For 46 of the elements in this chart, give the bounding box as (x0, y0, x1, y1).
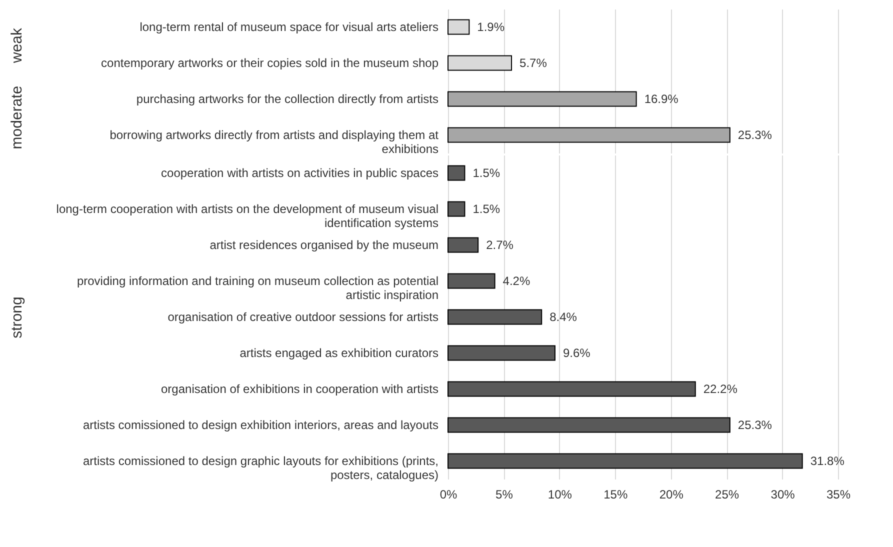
x-tick-label: 35% (826, 488, 851, 502)
x-tick-label: 25% (715, 488, 740, 502)
x-tick-label: 20% (659, 488, 684, 502)
bar (448, 345, 556, 361)
data-label: 5.7% (520, 56, 548, 70)
y-tick-label: organisation of exhibitions in cooperation with artists (161, 382, 438, 396)
bar (448, 417, 730, 433)
data-label: 9.6% (562, 346, 591, 360)
bar (448, 309, 542, 325)
data-label: 25.3% (738, 418, 772, 432)
y-tick-label: artists comissioned to design exhibition interiors, areas and layouts (82, 418, 438, 432)
bar (448, 165, 466, 181)
y-axis-title: moderate (8, 86, 26, 150)
y-tick-label: providing information and training on museum collection as potential artistic inspiration (76, 274, 438, 302)
data-label: 1.5% (472, 166, 500, 180)
y-tick-label: organisation of creative outdoor sessions for artists (168, 310, 438, 324)
y-tick-label: long-term rental of museum space for visual arts ateliers (140, 20, 438, 34)
data-label: 8.4% (550, 310, 578, 324)
y-axis-title: strong (8, 296, 26, 338)
x-tick-label: 10% (548, 488, 572, 502)
data-label: 4.2% (502, 274, 530, 288)
x-tick-label: 30% (770, 488, 796, 502)
y-tick-label: contemporary artworks or their copies sold in the museum shop (101, 56, 439, 70)
data-label: 2.7% (486, 238, 514, 252)
data-label: 16.9% (644, 92, 679, 106)
bar (448, 201, 466, 217)
x-tick-label: 15% (604, 488, 628, 502)
y-tick-label: borrowing artworks directly from artists and displaying them at exhibitions (110, 128, 440, 156)
y-tick-label: artists engaged as exhibition curators (240, 346, 438, 360)
x-tick-label: 0% (440, 488, 458, 502)
bar (448, 237, 479, 253)
y-axis-title: weak (8, 28, 26, 64)
bar (448, 273, 496, 289)
bar (448, 381, 696, 397)
data-label: 25.3% (738, 128, 772, 142)
data-label: 22.2% (703, 382, 738, 396)
y-tick-label: long-term cooperation with artists on the development of museum visual identification systems (56, 202, 438, 230)
y-tick-label: artists comissioned to design graphic layouts for exhibitions (prints, posters, catalogues) (83, 454, 438, 482)
y-tick-label: purchasing artworks for the collection directly from artists (136, 92, 438, 106)
bar (448, 453, 803, 469)
x-tick-label: 5% (496, 488, 514, 502)
data-label: 31.8% (810, 454, 845, 468)
y-tick-label: artist residences organised by the museum (210, 238, 438, 252)
data-label: 1.9% (477, 20, 505, 34)
y-tick-label: cooperation with artists on activities in public spaces (161, 166, 438, 180)
data-label: 1.5% (472, 202, 500, 216)
